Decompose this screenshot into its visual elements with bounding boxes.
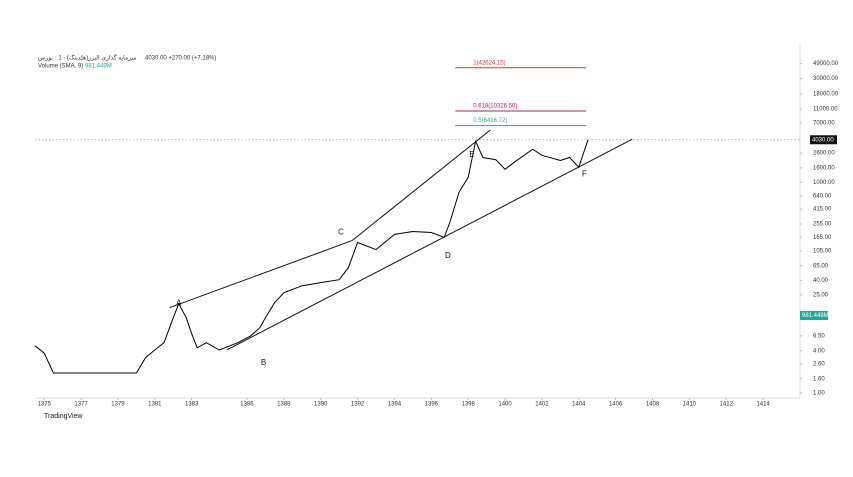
volume-marker (800, 311, 828, 320)
chart-title: سرمایه گذاری البرز(هلدینگ) · 1 · بورس (38, 54, 137, 62)
x-tick-label: 1377 (74, 402, 88, 408)
chart-subtitle: 4030.00 +270.00 (+7.18%) (145, 56, 216, 62)
x-tick-label: 1406 (609, 402, 623, 408)
y-tick-label: 1.00 (813, 391, 825, 397)
x-tick-label: 1386 (240, 402, 254, 408)
x-tick-label: 1392 (351, 402, 365, 408)
fib-label: 0.618(10326.50) (473, 104, 517, 110)
x-tick-label: 1390 (314, 402, 328, 408)
trendline (226, 138, 633, 351)
x-tick-label: 1381 (148, 402, 162, 408)
y-tick-label: 40.00 (813, 278, 829, 284)
y-tick-label: 2600.00 (813, 151, 835, 157)
y-tick-label: 6.50 (813, 334, 825, 340)
y-tick-label: 11000.00 (813, 107, 838, 113)
x-tick-label: 1412 (720, 402, 734, 408)
fib-label: 1(42624.15) (473, 60, 505, 66)
y-tick-label: 49000.00 (813, 61, 839, 67)
x-tick-label: 1402 (535, 402, 549, 408)
x-tick-label: 1375 (38, 402, 52, 408)
last-price-label: 4030.00 (812, 137, 834, 143)
x-tick-label: 1396 (425, 402, 439, 408)
y-tick-label: 18000.00 (813, 92, 839, 98)
y-tick-label: 30000.00 (813, 76, 839, 82)
fib-label: 0.5(6416.72) (473, 118, 507, 124)
y-tick-label: 2.60 (813, 361, 825, 367)
volume-marker-label: 981.449M (802, 313, 829, 319)
y-tick-label: 165.00 (813, 235, 832, 241)
x-tick-label: 1410 (683, 402, 697, 408)
x-tick-label: 1398 (462, 402, 476, 408)
y-tick-label: 1000.00 (813, 180, 835, 186)
x-tick-label: 1400 (498, 402, 512, 408)
last-price-box (810, 135, 837, 145)
wave-label: A (176, 298, 182, 307)
y-tick-label: 4.00 (813, 348, 825, 354)
y-tick-label: 255.00 (813, 222, 832, 228)
trendline (169, 240, 353, 309)
wave-label: E (469, 150, 474, 159)
y-tick-label: 25.00 (813, 292, 829, 298)
wave-label: B (261, 358, 266, 367)
y-tick-label: 65.00 (813, 263, 829, 269)
trendline (351, 129, 491, 241)
volume-label: Volume (SMA, 9) (38, 64, 83, 70)
y-tick-label: 640.00 (813, 193, 832, 199)
wave-label: C (338, 228, 344, 237)
wave-label: D (445, 251, 451, 260)
y-tick-label: 1.60 (813, 376, 825, 382)
volume-value: 981.449M (85, 64, 112, 70)
x-tick-label: 1388 (277, 402, 291, 408)
x-tick-label: 1408 (646, 402, 660, 408)
x-tick-label: 1414 (756, 402, 770, 408)
y-tick-label: 1600.00 (813, 166, 835, 172)
y-tick-label: 7000.00 (813, 120, 835, 126)
y-tick-label: 105.00 (813, 249, 832, 255)
wave-label: F (582, 169, 587, 178)
x-tick-label: 1404 (572, 402, 586, 408)
footer: TradingView (44, 413, 83, 420)
x-tick-label: 1379 (111, 402, 125, 408)
price-line (34, 139, 589, 374)
x-tick-label: 1383 (185, 402, 199, 408)
x-tick-label: 1394 (388, 402, 402, 408)
y-tick-label: 415.00 (813, 207, 832, 213)
